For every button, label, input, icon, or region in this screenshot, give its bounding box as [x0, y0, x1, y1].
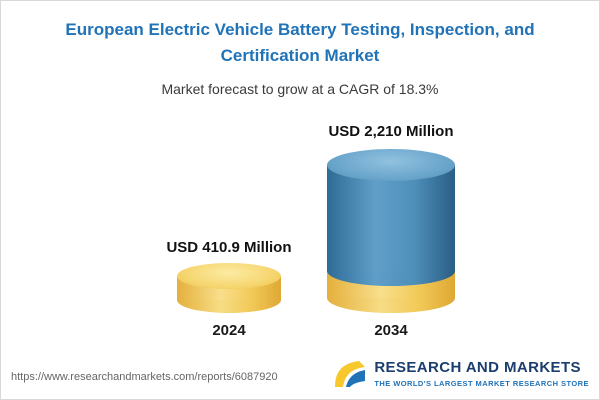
bar-2034-top-ellipse	[327, 149, 455, 181]
research-and-markets-logo: RESEARCH AND MARKETS THE WORLD'S LARGEST…	[333, 359, 589, 389]
brand-text-block: RESEARCH AND MARKETS THE WORLD'S LARGEST…	[374, 358, 589, 389]
bar-2024-top-ellipse	[177, 263, 281, 289]
bar-2034-body	[327, 165, 455, 271]
brand-tagline: THE WORLD'S LARGEST MARKET RESEARCH STOR…	[374, 379, 589, 389]
chart-subtitle: Market forecast to grow at a CAGR of 18.…	[161, 81, 439, 97]
brand-name: RESEARCH AND MARKETS	[374, 358, 581, 376]
category-label-2024: 2024	[212, 322, 246, 339]
research-and-markets-logo-icon	[335, 361, 366, 387]
value-label-2024: USD 410.9 Million	[166, 239, 292, 256]
report-url: https://www.researchandmarkets.com/repor…	[11, 371, 278, 383]
value-label-2034: USD 2,210 Million	[328, 123, 454, 140]
page-title: European Electric Vehicle Battery Testin…	[65, 20, 535, 65]
category-label-2034: 2034	[374, 322, 408, 339]
